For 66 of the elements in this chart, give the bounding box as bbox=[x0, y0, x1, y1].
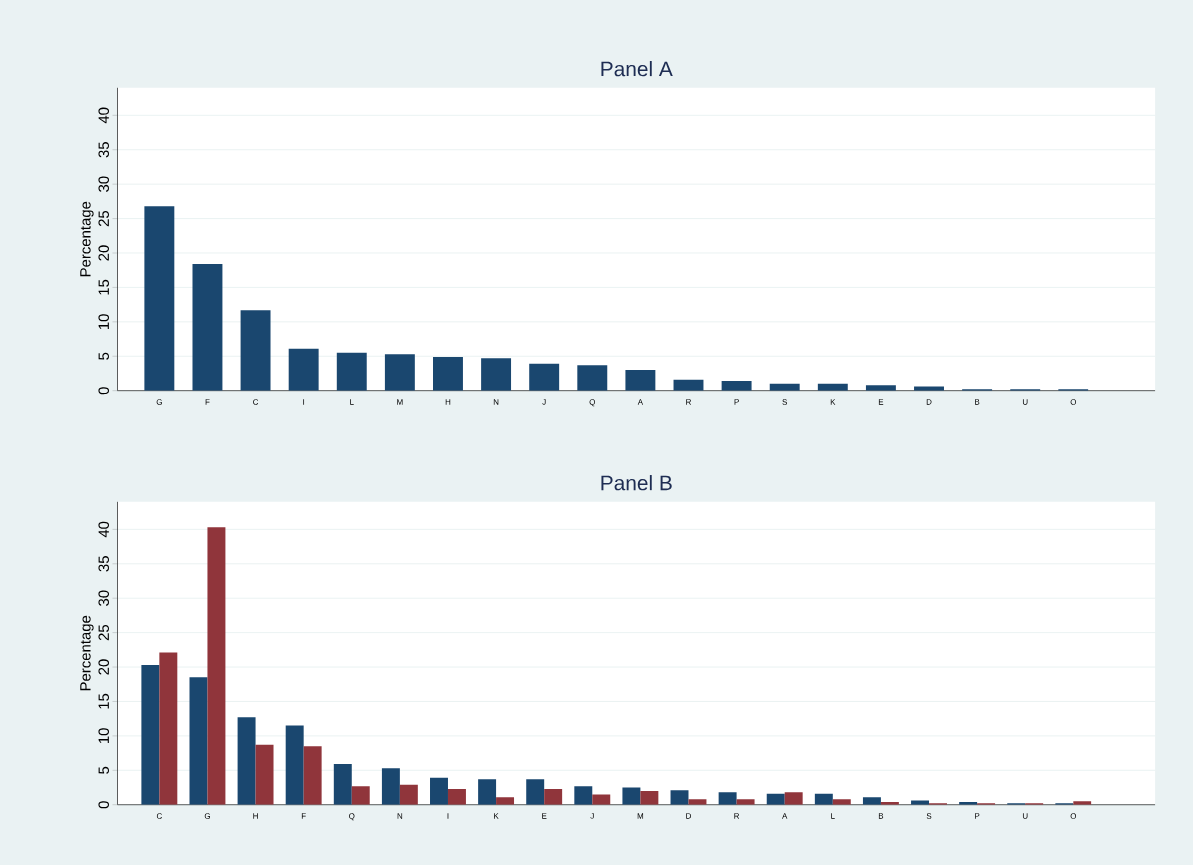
y-tick-label: 20 bbox=[98, 245, 109, 261]
bar bbox=[721, 381, 752, 391]
bar bbox=[192, 264, 223, 391]
bar bbox=[333, 764, 352, 805]
y-tick-label: 10 bbox=[98, 728, 109, 744]
bar bbox=[496, 797, 515, 805]
bar bbox=[384, 354, 415, 391]
y-tick-label: 0 bbox=[98, 387, 109, 395]
chart-title: Panel B bbox=[601, 475, 672, 491]
bar bbox=[351, 786, 370, 805]
y-tick-label: 5 bbox=[98, 766, 109, 774]
bar bbox=[865, 385, 896, 391]
bar bbox=[622, 787, 641, 805]
y-tick-label: 35 bbox=[98, 556, 109, 572]
y-tick-label: 40 bbox=[98, 521, 109, 538]
bar bbox=[478, 779, 497, 805]
bar bbox=[718, 792, 737, 805]
bar bbox=[670, 790, 689, 805]
y-tick-label: 40 bbox=[98, 107, 109, 124]
bar bbox=[399, 784, 418, 805]
bar bbox=[736, 799, 755, 805]
bar bbox=[625, 370, 656, 391]
bar bbox=[814, 793, 833, 805]
bar bbox=[285, 725, 304, 805]
bar bbox=[544, 788, 563, 805]
bar bbox=[447, 788, 466, 805]
bar bbox=[481, 358, 512, 391]
bar bbox=[237, 717, 256, 805]
bar bbox=[577, 365, 608, 391]
y-tick-label: 25 bbox=[98, 624, 109, 641]
bar bbox=[255, 744, 274, 805]
bar bbox=[336, 352, 367, 391]
bar bbox=[529, 363, 560, 391]
bar bbox=[784, 792, 803, 805]
y-tick-label: 15 bbox=[98, 279, 109, 295]
y-axis-title: Percentage bbox=[80, 201, 94, 277]
bar bbox=[430, 777, 448, 805]
y-tick-label: 5 bbox=[98, 352, 109, 360]
bar bbox=[640, 790, 659, 805]
bar bbox=[688, 799, 707, 805]
bar bbox=[381, 768, 400, 805]
y-tick-label: 0 bbox=[98, 801, 109, 809]
bar bbox=[433, 356, 463, 391]
bar bbox=[141, 664, 160, 805]
bar bbox=[207, 527, 226, 805]
y-tick-label: 30 bbox=[98, 590, 109, 606]
chart-title: Panel A bbox=[601, 60, 673, 77]
bar bbox=[288, 348, 319, 391]
bar bbox=[303, 746, 322, 805]
bar bbox=[766, 793, 785, 805]
y-axis-title: Percentage bbox=[80, 615, 94, 691]
bar bbox=[592, 794, 611, 805]
bar bbox=[144, 206, 175, 391]
bar bbox=[832, 799, 851, 805]
bar bbox=[240, 310, 271, 391]
bar bbox=[574, 786, 593, 805]
y-tick-label: 10 bbox=[98, 314, 109, 329]
y-tick-label: 25 bbox=[98, 210, 109, 227]
y-tick-label: 15 bbox=[98, 693, 109, 709]
y-tick-label: 30 bbox=[98, 176, 109, 192]
bar bbox=[189, 677, 208, 805]
bar bbox=[862, 797, 881, 805]
bar bbox=[526, 779, 545, 805]
bar bbox=[159, 652, 178, 805]
y-tick-label: 35 bbox=[98, 142, 109, 158]
y-tick-label: 20 bbox=[98, 659, 109, 675]
